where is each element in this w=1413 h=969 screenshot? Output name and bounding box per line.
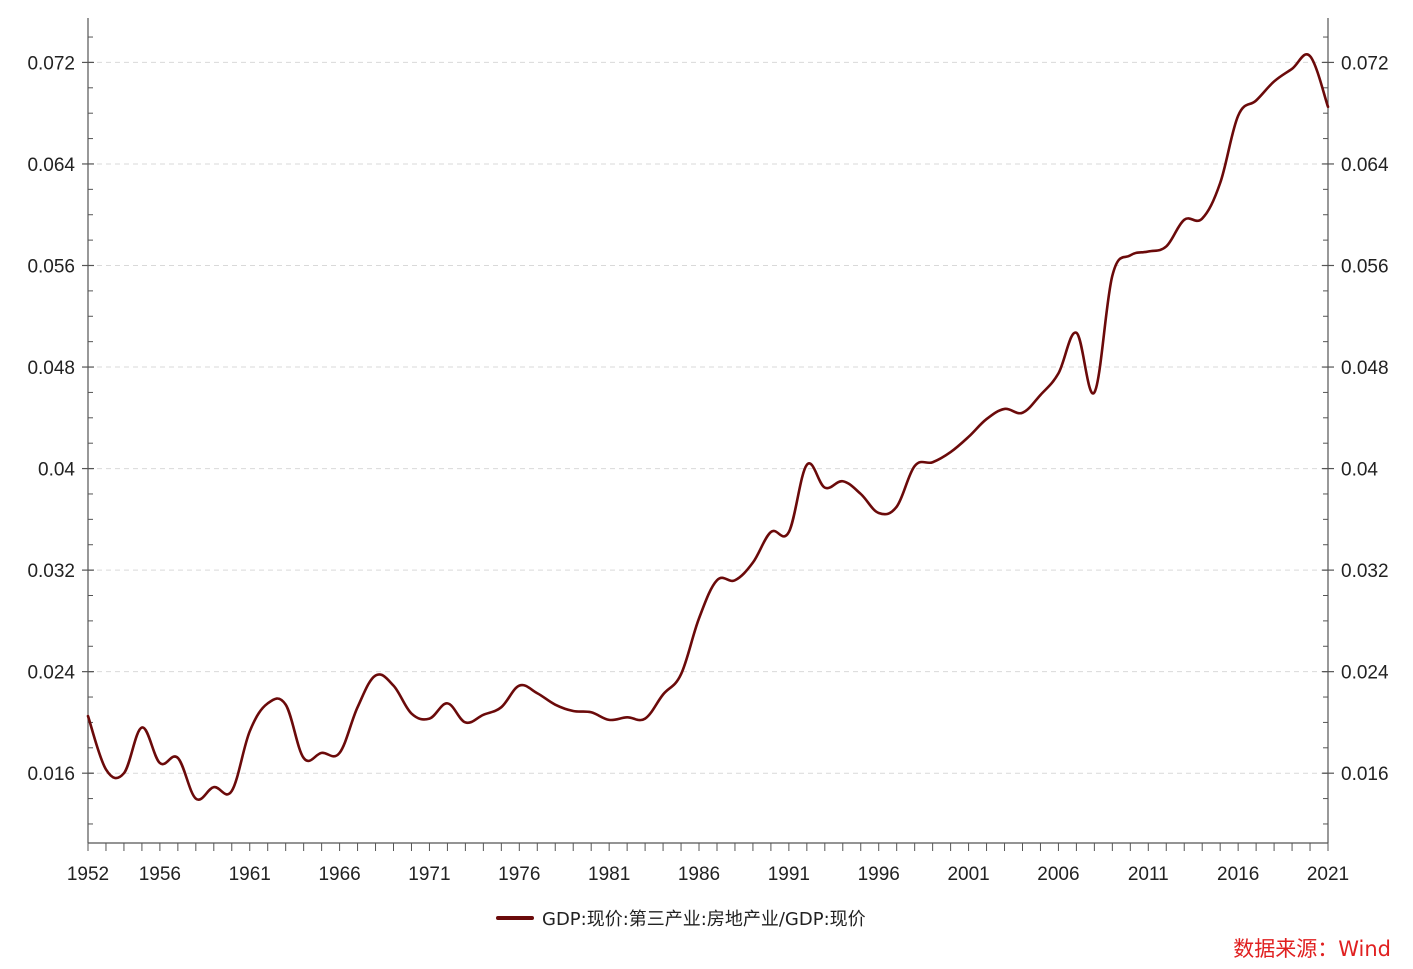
x-tick-label: 2001 [947,864,989,885]
y-tick-label-left: 0.056 [27,257,75,278]
y-tick-label-right: 0.072 [1341,53,1389,74]
y-tick-label-right: 0.016 [1341,764,1389,785]
series-layer [86,53,1330,801]
x-tick-label: 2011 [1128,864,1169,885]
y-tick-label-right: 0.024 [1341,663,1389,684]
x-tick-label: 1991 [768,864,810,885]
x-tick-label: 1961 [229,864,271,885]
y-tick-label-left: 0.072 [27,53,75,74]
grid-lines [88,61,1328,774]
y-tick-label-left: 0.024 [27,663,75,684]
x-tick-label: 1981 [588,864,630,885]
y-tick-label-right: 0.064 [1341,155,1389,176]
x-tick-label: 1952 [67,864,109,885]
data-source-note: 数据来源：Wind [1233,937,1391,961]
y-tick-label-left: 0.04 [38,460,75,481]
x-tick-label: 1986 [678,864,720,885]
series-line [86,53,1330,801]
y-tick-label-right: 0.056 [1341,257,1389,278]
y-tick-label-right: 0.032 [1341,561,1389,582]
y-tick-label-left: 0.016 [27,764,75,785]
x-tick-label: 1976 [498,864,540,885]
y-tick-label-right: 0.048 [1341,358,1389,379]
x-tick-label: 1956 [139,864,181,885]
y-tick-label-left: 0.048 [27,358,75,379]
y-tick-label-left: 0.064 [27,155,75,176]
axes: 0.016 0.016 0.024 0.024 0.032 0.032 0.04 0.04 0.… [27,18,1389,885]
x-tick-label: 1971 [408,864,450,885]
legend: GDP:现价:第三产业:房地产业/GDP:现价 [496,905,866,931]
x-tick-label: 1996 [858,864,900,885]
x-tick-label: 2021 [1307,864,1349,885]
x-tick-label: 2006 [1037,864,1079,885]
x-tick-label: 2016 [1217,864,1259,885]
legend-swatch [496,916,534,920]
legend-label: GDP:现价:第三产业:房地产业/GDP:现价 [542,909,866,930]
y-tick-label-right: 0.04 [1341,460,1378,481]
x-tick-label: 1966 [318,864,360,885]
y-tick-label-left: 0.032 [27,561,75,582]
